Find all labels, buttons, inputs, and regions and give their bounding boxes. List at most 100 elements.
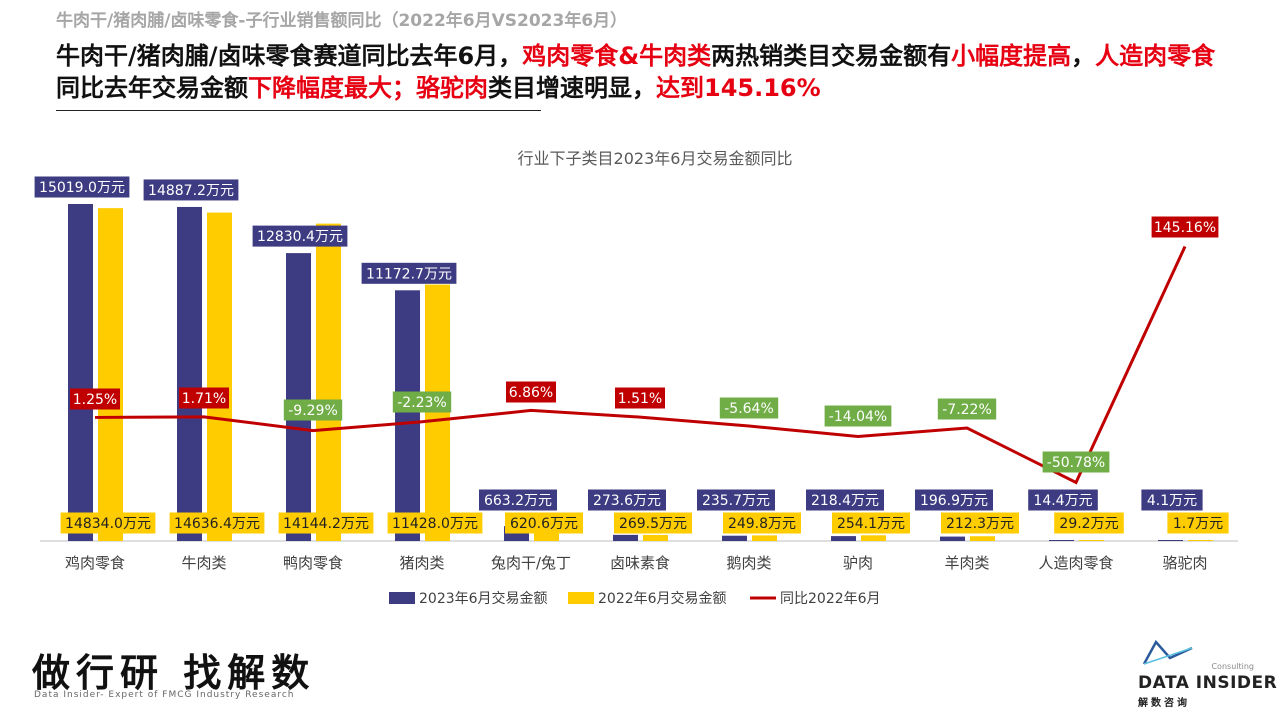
category-label: 鹅肉类 <box>726 554 771 572</box>
yoy-value-label: -5.64% <box>724 401 774 417</box>
legend-swatch <box>568 592 594 604</box>
bar-2023-value-label-bg <box>34 176 130 198</box>
top-title: 牛肉干/猪肉脯/卤味零食-子行业销售额同比（2022年6月VS2023年6月） <box>56 11 628 31</box>
legend-label: 2023年6月交易金额 <box>419 590 548 607</box>
bar-2023-value-label: 235.7万元 <box>702 493 770 509</box>
yoy-value-label: 1.51% <box>618 391 662 407</box>
bar-2022-value-label-bg <box>387 512 483 534</box>
category-label: 人造肉零食 <box>1038 554 1113 572</box>
bar-2023 <box>831 536 856 541</box>
headline-part: 同比去年交易金额 <box>56 74 248 102</box>
headline-part: 牛肉干/猪肉脯/卤味零食赛道同比去年6月， <box>56 42 523 70</box>
yoy-value-label-bg <box>1042 451 1110 473</box>
bar-2022 <box>643 534 668 541</box>
yoy-value-label: 1.25% <box>73 392 117 408</box>
headline-underline <box>56 110 541 111</box>
bar-2022 <box>1079 540 1104 541</box>
bar-2023 <box>722 535 747 541</box>
bar-2022-value-label: 11428.0万元 <box>392 516 478 532</box>
headline-part: 小幅度提高 <box>951 42 1072 70</box>
chart-title: 行业下子类目2023年6月交易金额同比 <box>518 149 793 168</box>
yoy-value-label-bg <box>392 391 452 413</box>
bar-2023-value-label: 14.4万元 <box>1033 493 1092 509</box>
yoy-value-label-bg <box>615 387 665 409</box>
yoy-value-label-bg <box>283 399 343 421</box>
bar-2022-value-label-bg <box>1167 512 1229 534</box>
bar-2023 <box>1049 540 1074 541</box>
bar-2023-value-label-bg <box>361 262 457 284</box>
bar-2023-value-label-bg <box>143 179 239 201</box>
bar-2023-value-label-bg <box>697 489 775 511</box>
bar-2023-value-label: 4.1万元 <box>1147 493 1197 509</box>
bar-2022-value-label: 254.1万元 <box>837 516 905 532</box>
headline-part: 达到145.16% <box>656 74 821 102</box>
bar-2022-value-label: 1.7万元 <box>1173 516 1223 532</box>
bar-2023 <box>395 290 420 541</box>
bar-2023-value-label-bg <box>806 489 884 511</box>
yoy-line <box>94 245 1187 485</box>
bar-2023-value-label: 663.2万元 <box>484 493 552 509</box>
yoy-value-label-bg <box>506 381 556 403</box>
bar-2023-value-label-bg <box>588 489 666 511</box>
category-label: 鸭肉零食 <box>283 554 343 572</box>
bar-2023-value-label: 218.4万元 <box>811 493 879 509</box>
bar-2022-value-label: 14144.2万元 <box>283 516 369 532</box>
bar-2023-value-label: 196.9万元 <box>920 493 988 509</box>
bar-2022-value-label-bg <box>169 512 265 534</box>
category-label: 兔肉干/兔丁 <box>491 554 571 572</box>
bar-2022 <box>316 223 341 542</box>
category-label: 鸡肉零食 <box>65 554 125 572</box>
bar-2023-value-label-bg <box>915 489 993 511</box>
bar-2023-value-label: 14887.2万元 <box>148 183 234 199</box>
bar-2023-value-label-bg <box>1028 489 1098 511</box>
bar-2023-value-label-bg <box>479 489 557 511</box>
yoy-value-label-bg <box>179 387 229 409</box>
bar-2022-value-label-bg <box>941 512 1019 534</box>
bar-2023 <box>1158 540 1183 541</box>
yoy-value-label-bg <box>937 398 997 420</box>
bar-2022 <box>970 536 995 541</box>
bar-2023-value-label-bg <box>252 225 348 247</box>
yoy-value-label: -50.78% <box>1047 455 1105 471</box>
category-label: 骆驼肉 <box>1162 554 1207 572</box>
category-label: 猪肉类 <box>399 554 444 572</box>
yoy-value-label: 6.86% <box>509 385 553 401</box>
bar-2023 <box>940 536 965 541</box>
bar-2022-value-label-bg <box>614 512 692 534</box>
bar-2022-value-label-bg <box>278 512 374 534</box>
logo-name: DATA INSIDER <box>1138 673 1278 693</box>
headline-part: 鸡肉零食&牛肉类 <box>522 42 712 70</box>
bar-2022-value-label-bg <box>1054 512 1124 534</box>
bar-2023 <box>613 534 638 541</box>
headline-part: 两热销类目交易金额有 <box>711 42 952 70</box>
category-label: 牛肉类 <box>181 554 226 572</box>
footer-slogan: 做行研 找解数 <box>32 650 316 695</box>
legend-label: 同比2022年6月 <box>780 591 881 607</box>
bar-2022-value-label-bg <box>60 512 156 534</box>
category-label: 羊肉类 <box>944 554 989 572</box>
bar-2022-value-label-bg <box>505 512 583 534</box>
bar-2022-value-label-bg <box>723 512 801 534</box>
yoy-value-label: 145.16% <box>1154 220 1216 236</box>
headline: 牛肉干/猪肉脯/卤味零食赛道同比去年6月，鸡肉零食&牛肉类两热销类目交易金额有小… <box>56 40 1236 104</box>
bar-2022 <box>752 535 777 541</box>
logo-mark-icon <box>1142 639 1193 665</box>
headline-part: 下降幅度最大； <box>248 74 416 102</box>
yoy-value-label: 1.71% <box>182 391 226 407</box>
yoy-value-label-bg <box>70 388 120 410</box>
bar-2022-value-label: 14834.0万元 <box>65 516 151 532</box>
bar-2022-value-label-bg <box>832 512 910 534</box>
bar-2023-value-label: 12830.4万元 <box>257 229 343 245</box>
bar-2022-value-label: 620.6万元 <box>510 516 578 532</box>
headline-part: 类目增速明显， <box>488 74 656 102</box>
headline-part: 人造肉零食 <box>1095 42 1216 70</box>
yoy-value-label-bg <box>1151 216 1219 238</box>
logo-cn: 解数咨询 <box>1138 698 1190 709</box>
bar-2022 <box>1188 540 1213 541</box>
category-label: 驴肉 <box>843 554 873 572</box>
yoy-value-label-bg <box>824 405 892 427</box>
bar-2023-value-label: 273.6万元 <box>593 493 661 509</box>
bar-2023-value-label: 15019.0万元 <box>39 180 125 196</box>
yoy-value-label: -2.23% <box>397 395 447 411</box>
footer-tagline: Data Insider- Expert of FMCG Industry Re… <box>34 690 295 700</box>
